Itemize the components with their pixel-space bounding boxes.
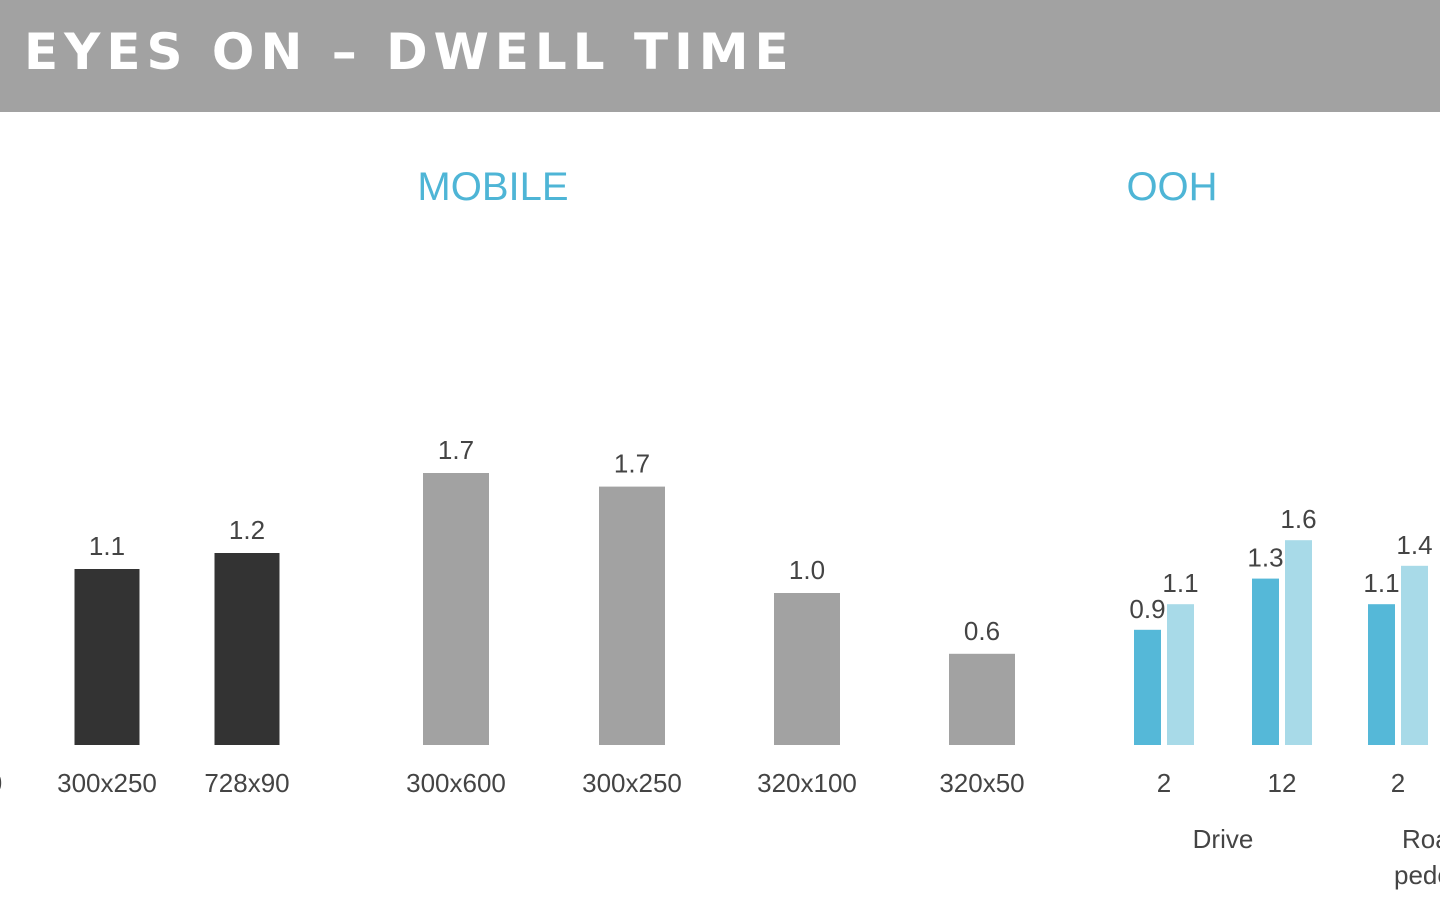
ooh-bar-light xyxy=(1285,540,1312,745)
ooh-bar-value: 1.1 xyxy=(1363,568,1399,598)
page-title: EYES ON – DWELL TIME xyxy=(24,23,795,81)
mobile-bar-value: 1.7 xyxy=(614,449,650,479)
mobile-bar xyxy=(599,486,665,745)
mobile-category-label: 300x250 xyxy=(582,768,682,798)
ooh-bar-value: 1.3 xyxy=(1247,543,1283,573)
ooh-section-title: OOH xyxy=(1126,165,1218,209)
desktop-category-label: 300x250 xyxy=(57,768,157,798)
ooh-category-label: 12 xyxy=(1268,768,1297,798)
mobile-bar-value: 0.6 xyxy=(964,616,1000,646)
ooh-bar-light xyxy=(1167,604,1194,745)
ooh-bar-light xyxy=(1401,565,1428,745)
desktop-bar-value: 1.1 xyxy=(89,531,125,561)
ooh-category-label: 2 xyxy=(1391,768,1405,798)
ooh-group-label-pedestrian: pede xyxy=(1394,860,1440,890)
ooh-bar-dark xyxy=(1252,578,1279,745)
mobile-category-label: 300x600 xyxy=(406,768,506,798)
header-bar: EYES ON – DWELL TIME xyxy=(0,0,1440,112)
ooh-bar-value: 1.6 xyxy=(1280,504,1316,534)
mobile-bar xyxy=(774,593,840,745)
ooh-category-label: 2 xyxy=(1157,768,1171,798)
desktop-bar xyxy=(214,553,280,745)
ooh-bar-dark xyxy=(1134,629,1161,745)
ooh-bar-value: 0.9 xyxy=(1129,594,1165,624)
mobile-bar-value: 1.0 xyxy=(789,555,825,585)
desktop-category-label: 728x90 xyxy=(204,768,289,798)
desktop-bar-value: 1.2 xyxy=(229,515,265,545)
desktop-category-label: 0 xyxy=(0,768,2,798)
mobile-bar xyxy=(949,653,1015,745)
mobile-category-label: 320x100 xyxy=(757,768,857,798)
mobile-section-title: MOBILE xyxy=(417,165,569,209)
ooh-group-label-road: Roa xyxy=(1402,824,1440,854)
mobile-category-label: 320x50 xyxy=(939,768,1024,798)
ooh-bar-value: 1.1 xyxy=(1162,568,1198,598)
desktop-bar xyxy=(74,569,140,745)
mobile-bar-value: 1.7 xyxy=(438,435,474,465)
ooh-group-label-drive: Drive xyxy=(1193,824,1254,854)
mobile-bar xyxy=(423,473,489,745)
ooh-bar-value: 1.4 xyxy=(1396,530,1432,560)
ooh-bar-dark xyxy=(1368,604,1395,745)
